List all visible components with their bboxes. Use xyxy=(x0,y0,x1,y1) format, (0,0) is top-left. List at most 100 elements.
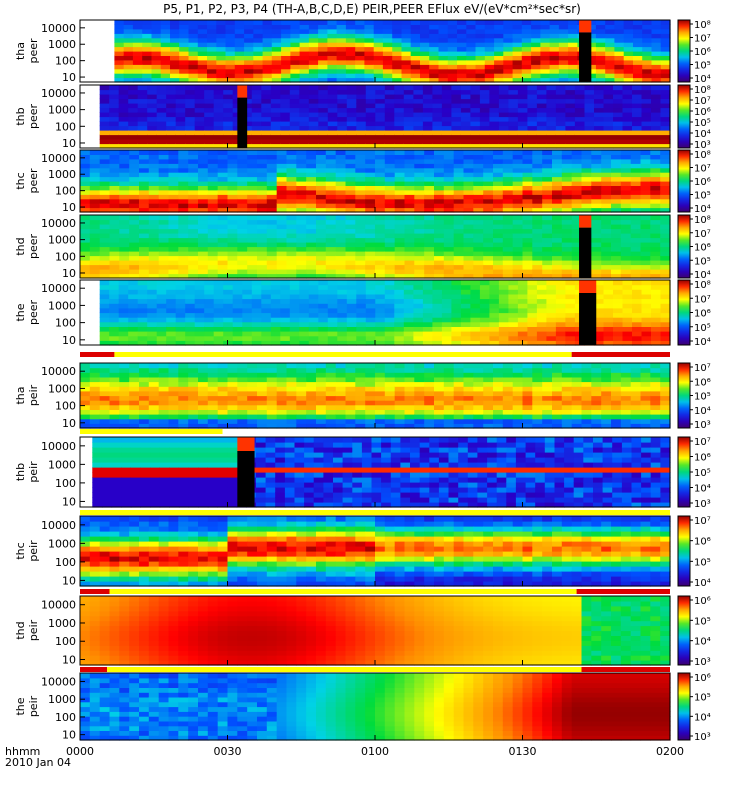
spectrogram-cell xyxy=(237,367,248,373)
spectrogram-cell xyxy=(394,303,405,309)
spectrogram-cell xyxy=(463,198,474,204)
spectrogram-cell xyxy=(188,219,199,225)
spectrogram-cell xyxy=(460,121,471,127)
panel-ylabel-species: peer xyxy=(27,38,40,64)
spectrogram-cell xyxy=(434,207,445,213)
spectrogram-cell xyxy=(641,298,652,304)
spectrogram-cell xyxy=(148,414,160,420)
spectrogram-cell xyxy=(207,228,219,234)
spectrogram-cell xyxy=(175,107,186,113)
spectrogram-cell xyxy=(365,116,376,122)
spectrogram-cell xyxy=(413,335,424,341)
spectrogram-cell xyxy=(151,68,162,74)
spectrogram-cell xyxy=(660,185,671,191)
spectrogram-cell xyxy=(640,158,651,164)
spectrogram-cell xyxy=(280,85,291,91)
spectrogram-cell xyxy=(532,194,543,200)
spectrogram-cell xyxy=(561,198,573,204)
spectrogram-cell xyxy=(109,381,120,387)
spectrogram-cell xyxy=(306,224,317,230)
spectrogram-cell xyxy=(217,242,229,248)
spectrogram-cell xyxy=(414,158,425,164)
spectrogram-cell xyxy=(237,237,248,243)
spectrogram-cell xyxy=(160,55,171,61)
spectrogram-cell xyxy=(308,37,319,43)
spectrogram-cell xyxy=(185,134,196,140)
spectrogram-cell xyxy=(521,55,532,61)
spectrogram-cell xyxy=(114,28,125,34)
spectrogram-cell xyxy=(382,51,393,56)
spectrogram-cell xyxy=(414,198,425,204)
colorbar xyxy=(677,84,691,149)
spectrogram-cell xyxy=(373,33,384,39)
spectrogram-cell xyxy=(532,246,543,252)
spectrogram-cell xyxy=(213,103,224,109)
spectrogram-cell xyxy=(109,215,120,221)
spectrogram-cell xyxy=(318,331,329,337)
spectrogram-cell xyxy=(308,55,319,61)
spectrogram-cell xyxy=(207,24,217,30)
spectrogram-cell xyxy=(527,298,538,304)
spectrogram-cell xyxy=(650,242,661,248)
spectrogram-cell xyxy=(257,386,268,392)
spectrogram-cell xyxy=(346,112,357,118)
spectrogram-cell xyxy=(584,112,595,118)
spectrogram-cell xyxy=(453,207,465,213)
spectrogram-cell xyxy=(148,233,160,239)
spectrogram-cell xyxy=(346,293,357,300)
spectrogram-cell xyxy=(561,181,573,186)
spectrogram-cell xyxy=(185,326,196,332)
spectrogram-cell xyxy=(257,390,268,397)
spectrogram-cell xyxy=(414,154,425,160)
spectrogram-cell xyxy=(660,228,671,234)
spectrogram-cell xyxy=(337,317,348,323)
spectrogram-cell xyxy=(188,189,199,195)
spectrogram-cell xyxy=(595,28,606,34)
spectrogram-cell xyxy=(251,317,262,323)
spectrogram-cell xyxy=(346,121,357,127)
spectrogram-cell xyxy=(549,59,560,65)
spectrogram-cell xyxy=(123,64,134,70)
spectrogram-cell xyxy=(179,59,190,65)
panel-ylabel-probe: the xyxy=(14,303,27,321)
spectrogram-cell xyxy=(463,418,474,424)
spectrogram-cell xyxy=(571,172,583,178)
spectrogram-cell xyxy=(318,55,328,61)
spectrogram-cell xyxy=(642,77,653,83)
spectrogram-cell xyxy=(384,198,396,204)
spectrogram-cell xyxy=(118,130,129,136)
spectrogram-cell xyxy=(451,143,462,149)
spectrogram-cell xyxy=(337,303,348,309)
spectrogram-cell xyxy=(109,298,120,304)
spectrogram-cell xyxy=(470,130,481,136)
spectrogram-cell xyxy=(375,269,386,275)
spectrogram-cell xyxy=(365,198,376,204)
spectrogram-cell xyxy=(286,189,297,195)
spectrogram-cell xyxy=(99,289,110,295)
spectrogram-cell xyxy=(522,418,533,424)
spectrogram-cell xyxy=(234,51,245,56)
spectrogram-cell xyxy=(109,203,120,209)
spectrogram-cell xyxy=(158,154,170,160)
spectrogram-cell xyxy=(308,46,319,52)
spectrogram-cell xyxy=(175,134,186,140)
spectrogram-cell xyxy=(244,68,254,74)
spectrogram-cell xyxy=(473,194,484,200)
spectrogram-cell xyxy=(251,94,262,100)
spectrogram-cell xyxy=(327,68,338,74)
spectrogram-cell xyxy=(522,194,533,200)
spectrogram-cell xyxy=(517,303,528,309)
spectrogram-cell xyxy=(517,130,528,136)
spectrogram-cell xyxy=(522,381,533,387)
spectrogram-cell xyxy=(335,172,347,178)
spectrogram-cell xyxy=(276,395,288,401)
spectrogram-cell xyxy=(217,154,229,160)
spectrogram-cell xyxy=(308,121,319,127)
spectrogram-cell xyxy=(373,20,384,25)
spectrogram-cell xyxy=(327,125,338,131)
spectrogram-cell xyxy=(375,289,386,295)
spectrogram-cell xyxy=(335,251,347,257)
spectrogram-cell xyxy=(151,37,162,43)
spectrogram-cell xyxy=(142,28,153,34)
spectrogram-cell xyxy=(216,37,227,43)
